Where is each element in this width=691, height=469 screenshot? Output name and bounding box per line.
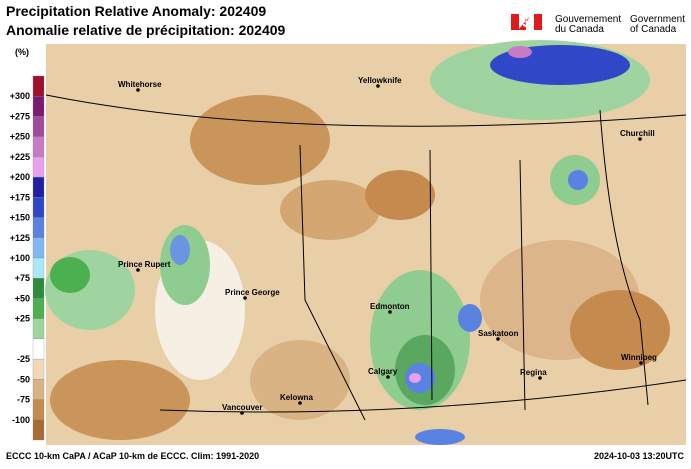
legend-swatch — [32, 217, 45, 238]
city-dot — [136, 88, 140, 92]
legend-label: -25 — [17, 354, 30, 364]
city-label: Regina — [520, 368, 547, 377]
legend-swatch — [32, 96, 45, 117]
legend: (%) +300 +275 +250 +225 +200 +175 +150 +125 +100… — [10, 47, 45, 441]
legend-swatch — [32, 358, 45, 380]
title-en: Precipitation Relative Anomaly: 202409 — [6, 3, 266, 19]
legend-swatch — [32, 298, 45, 319]
legend-label: +125 — [10, 233, 30, 243]
city-dot — [240, 411, 244, 415]
legend-swatch — [32, 237, 45, 259]
legend-label: +225 — [10, 152, 30, 162]
legend-swatch — [32, 419, 45, 441]
footer-timestamp: 2024-10-03 13:20UTC — [594, 451, 685, 461]
legend-swatch — [32, 278, 45, 299]
legend-swatch — [32, 257, 45, 279]
city-dot — [376, 84, 380, 88]
legend-label: +25 — [15, 314, 30, 324]
legend-label: +75 — [15, 273, 30, 283]
city-label: Saskatoon — [478, 329, 519, 338]
legend-swatch — [32, 399, 45, 420]
city-dot — [298, 401, 302, 405]
city-dot — [538, 376, 542, 380]
city-dot — [639, 361, 643, 365]
gov-fr: Gouvernement — [555, 14, 621, 25]
city-label: Whitehorse — [118, 80, 162, 89]
legend-label: +275 — [10, 111, 30, 121]
city-dot — [386, 375, 390, 379]
legend-swatch — [32, 136, 45, 158]
gov-fr: du Canada — [555, 24, 604, 35]
city-label: Vancouver — [222, 403, 262, 412]
legend-label: -100 — [12, 415, 30, 425]
legend-label: +300 — [10, 91, 30, 101]
legend-label: +250 — [10, 132, 30, 142]
city-label: Yellowknife — [358, 76, 402, 85]
legend-label: -50 — [17, 374, 30, 384]
legend-unit: (%) — [15, 47, 29, 57]
legend-swatch — [32, 176, 45, 198]
legend-swatch — [32, 116, 45, 137]
city-label: Winnipeg — [621, 353, 657, 362]
city-label: Calgary — [368, 367, 398, 376]
legend-label: +50 — [15, 293, 30, 303]
city-label: Churchill — [620, 129, 655, 138]
legend-label: +175 — [10, 192, 30, 202]
city-label: Edmonton — [370, 302, 410, 311]
legend-label: +100 — [10, 253, 30, 263]
city-label: Prince Rupert — [118, 260, 171, 269]
legend-swatch — [32, 379, 45, 400]
city-label: Prince George — [225, 288, 280, 297]
city-dot — [496, 337, 500, 341]
title-fr: Anomalie relative de précipitation: 2024… — [6, 22, 286, 38]
gov-en: of Canada — [630, 24, 677, 35]
legend-swatch — [32, 318, 45, 340]
legend-swatch — [32, 156, 45, 178]
city-label: Kelowna — [280, 393, 313, 402]
legend-label: +150 — [10, 213, 30, 223]
legend-label: +200 — [10, 172, 30, 182]
legend-swatch — [32, 197, 45, 218]
footer-source: ECCC 10-km CaPA / ACaP 10-km de ECCC. Cl… — [6, 451, 259, 461]
city-dot — [388, 310, 392, 314]
legend-label: -75 — [17, 395, 30, 405]
city-dot — [243, 296, 247, 300]
legend-swatch — [32, 75, 45, 97]
legend-swatch — [32, 338, 45, 360]
gov-logo: Gouvernement du Canada Government of Can… — [511, 14, 685, 35]
city-dot — [136, 268, 140, 272]
city-dot — [638, 137, 642, 141]
gov-en: Government — [630, 14, 685, 25]
map — [45, 40, 687, 445]
